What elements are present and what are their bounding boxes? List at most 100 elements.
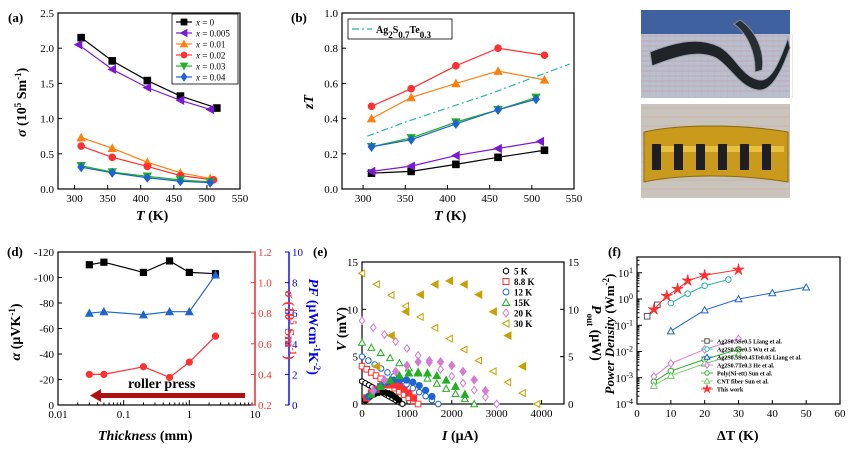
legend-label: x = 0.04 (195, 73, 226, 83)
x-tick-label: 0.1 (117, 409, 131, 421)
data-point-voltage (445, 334, 453, 343)
data-point (210, 270, 220, 279)
data-point (648, 303, 660, 315)
x-tick-label: 300 (66, 193, 83, 205)
x-tick-label: 350 (99, 193, 116, 205)
y-tick-label: 0.8 (324, 43, 338, 55)
y-tick-label: 0.2 (324, 149, 338, 161)
x-tick-label: 400 (132, 193, 149, 205)
series-line (371, 47, 545, 107)
data-point (452, 160, 460, 169)
legend-marker (179, 39, 189, 48)
data-point-voltage (488, 367, 497, 376)
data-point (185, 358, 193, 366)
data-point-power (430, 279, 439, 289)
data-point-voltage (474, 356, 483, 365)
legend-box (347, 18, 453, 40)
panel-label: (e) (313, 244, 327, 259)
data-point-voltage (503, 377, 512, 387)
legend-label: x = 0.005 (195, 29, 230, 39)
y-tick-label: 1.5 (40, 78, 54, 90)
data-point (184, 307, 194, 316)
data-point-voltage (435, 400, 442, 408)
data-point-power (425, 355, 434, 366)
x-tick-label: 10 (250, 409, 262, 421)
data-point (77, 162, 86, 173)
y-tick-label: 0 (353, 399, 359, 411)
y2-tick-label: 1.0 (258, 278, 272, 290)
data-point-power (413, 367, 423, 376)
data-point (108, 57, 117, 65)
panel-a: 300 350 400 450 500 550 0.0 0.5 1.0 1.5 2.0 2.5 x = … (8, 8, 249, 224)
legend-label: x = 0.03 (195, 62, 226, 72)
data-point-voltage (415, 312, 424, 322)
data-point (801, 282, 811, 291)
y2-tick-label: 0.6 (258, 339, 272, 351)
data-point-voltage (369, 322, 377, 333)
data-point-power (451, 381, 460, 390)
data-point (667, 358, 675, 369)
panel-f: 0 10 20 30 40 50 60 10-4 10-3 10-2 10-1 100 101 Ag2S0… (601, 244, 846, 444)
data-point-voltage (367, 343, 376, 351)
y2-axis-label: Pout (μW) (585, 305, 603, 361)
y-tick-label: 10-2 (615, 344, 633, 359)
legend-marker (502, 267, 510, 275)
data-point-power (517, 361, 527, 371)
data-point (540, 51, 549, 60)
legend-label: 30 K (514, 319, 532, 329)
plot-frame (57, 12, 241, 190)
x-tick-label: 450 (166, 193, 183, 205)
data-point-power (474, 290, 483, 300)
data-point (108, 167, 117, 178)
data-point-power (394, 370, 404, 380)
data-point-voltage (414, 400, 422, 408)
y2-tick-label: 15 (568, 257, 580, 269)
x-tick-label: 10 (665, 408, 677, 420)
data-point-voltage (403, 343, 411, 354)
data-point (406, 161, 415, 171)
legend-marker (501, 319, 510, 328)
y2-tick-label: 5 (568, 352, 574, 364)
x-tick-label: 40 (767, 408, 779, 420)
roller-press-arrow-head (90, 389, 101, 402)
data-point-voltage (482, 392, 489, 402)
data-point-voltage (401, 301, 410, 311)
y-tick-label: 10 (347, 304, 359, 316)
y-tick-label: 101 (618, 265, 633, 280)
legend-box (171, 13, 239, 85)
legend-label: x = 0.02 (195, 51, 225, 61)
data-point (698, 269, 711, 281)
data-point (84, 308, 94, 317)
y3-tick-label: 10 (292, 247, 304, 259)
data-point-voltage (381, 329, 388, 340)
y-axis-label: zT (302, 94, 317, 110)
data-point (143, 162, 152, 171)
thermoelectric-leg (674, 144, 683, 170)
y-tick-label: -120 (34, 247, 55, 259)
y3-tick-label: 4 (292, 339, 298, 351)
plot-frame (341, 12, 575, 190)
data-point (366, 113, 377, 123)
data-point-power (481, 385, 490, 396)
x-tick-label: 4000 (531, 408, 554, 420)
data-point-power (422, 368, 432, 377)
data-point-power (369, 385, 377, 396)
y-tick-label: 10-4 (615, 397, 633, 412)
data-point-power (402, 376, 411, 384)
legend-label: 20 K (514, 309, 532, 319)
series-line (653, 353, 739, 387)
data-point-power (409, 378, 417, 386)
x-tick-label: 300 (355, 193, 372, 205)
data-point-power (421, 386, 430, 394)
y-tick-label: 0.5 (40, 149, 54, 161)
data-point-power (436, 357, 445, 367)
y-tick-label: -20 (39, 375, 54, 387)
data-point (407, 84, 415, 93)
legend-marker (179, 62, 189, 71)
data-point-power (441, 375, 451, 384)
y2-tick-label: 0.8 (258, 308, 272, 320)
thermoelectric-leg (762, 144, 771, 170)
y-tick-label: 0.0 (40, 184, 54, 196)
x-tick-label: 1000 (396, 408, 419, 420)
